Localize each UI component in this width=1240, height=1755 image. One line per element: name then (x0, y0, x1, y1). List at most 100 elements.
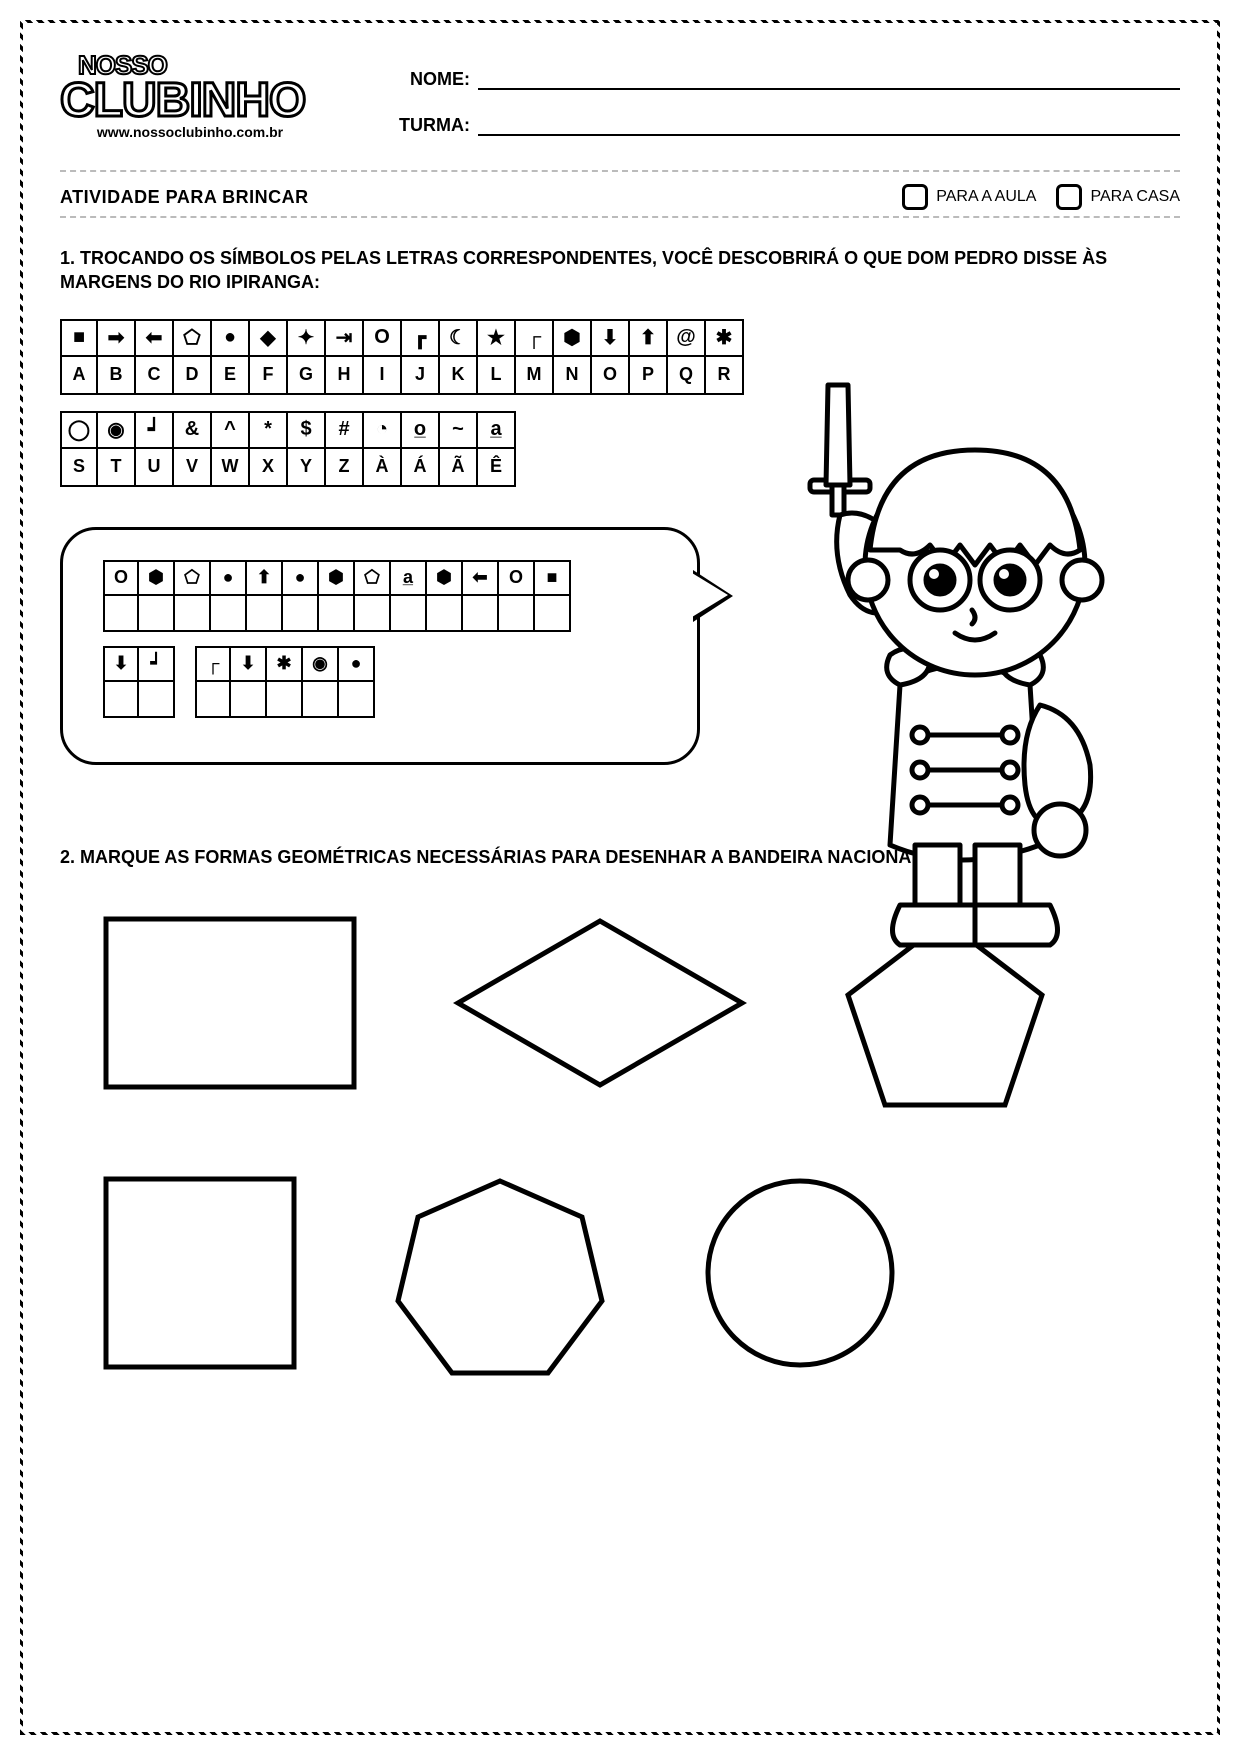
answer-symbol: ● (283, 560, 319, 596)
symbol-cell: ◉ (98, 411, 136, 449)
letter-cell: Á (402, 449, 440, 487)
symbol-cell: ✱ (706, 319, 744, 357)
symbol-cell: ★ (478, 319, 516, 357)
letter-cell: U (136, 449, 174, 487)
symbol-cell: ┙ (136, 411, 174, 449)
letter-cell: Q (668, 357, 706, 395)
symbol-cell: ● (212, 319, 250, 357)
shape-rectangle[interactable] (100, 913, 360, 1093)
answer-row-2[interactable]: ⬇┙┌⬇✱◉● (103, 646, 669, 718)
check-homework[interactable]: PARA CASA (1056, 184, 1180, 210)
answer-blank[interactable] (195, 682, 231, 718)
key-column: ⬠D (174, 319, 212, 395)
key-column: o̲Á (402, 411, 440, 487)
answer-blank[interactable] (303, 682, 339, 718)
answer-column[interactable]: ■ (535, 560, 571, 632)
speech-bubble: O⬢⬠●⬆●⬢⬠a̲⬢⬅O■ ⬇┙┌⬇✱◉● (60, 527, 700, 765)
letter-cell: H (326, 357, 364, 395)
name-line[interactable] (478, 68, 1180, 90)
answer-blank[interactable] (211, 596, 247, 632)
answer-column[interactable]: ⬢ (139, 560, 175, 632)
symbol-cell: o̲ (402, 411, 440, 449)
key-column: OI (364, 319, 402, 395)
answer-blank[interactable] (339, 682, 375, 718)
answer-column[interactable]: ⬇ (231, 646, 267, 718)
shape-circle[interactable] (700, 1173, 900, 1373)
answer-blank[interactable] (499, 596, 535, 632)
banner-title: ATIVIDADE PARA BRINCAR (60, 187, 309, 208)
answer-blank[interactable] (427, 596, 463, 632)
answer-blank[interactable] (391, 596, 427, 632)
answer-symbol: ┌ (195, 646, 231, 682)
answer-column[interactable]: ⬇ (103, 646, 139, 718)
answer-column[interactable]: ⬢ (319, 560, 355, 632)
key-column: ★L (478, 319, 516, 395)
answer-blank[interactable] (267, 682, 303, 718)
key-column: ^W (212, 411, 250, 487)
key-column: ⬇O (592, 319, 630, 395)
answer-blank[interactable] (535, 596, 571, 632)
check-classroom[interactable]: PARA A AULA (902, 184, 1036, 210)
logo: NOSSO CLUBINHO www.nossoclubinho.com.br (60, 50, 320, 140)
class-line[interactable] (478, 114, 1180, 136)
answer-column[interactable]: ⬠ (175, 560, 211, 632)
answer-blank[interactable] (139, 682, 175, 718)
answer-column[interactable]: O (499, 560, 535, 632)
letter-cell: F (250, 357, 288, 395)
letter-cell: A (60, 357, 98, 395)
name-field[interactable]: NOME: (360, 68, 1180, 90)
logo-line2: CLUBINHO (60, 81, 320, 122)
class-field[interactable]: TURMA: (360, 114, 1180, 136)
check-label-2: PARA CASA (1090, 188, 1180, 206)
answer-blank[interactable] (103, 596, 139, 632)
answer-symbol: ┙ (139, 646, 175, 682)
answer-column[interactable]: ⬢ (427, 560, 463, 632)
shape-diamond[interactable] (450, 913, 750, 1093)
answer-symbol: ⬢ (319, 560, 355, 596)
answer-column[interactable]: ● (283, 560, 319, 632)
answer-column[interactable]: ⬠ (355, 560, 391, 632)
answer-symbol: ⬇ (103, 646, 139, 682)
answer-blank[interactable] (103, 682, 139, 718)
answer-row-1[interactable]: O⬢⬠●⬆●⬢⬠a̲⬢⬅O■ (103, 560, 669, 632)
answer-blank[interactable] (319, 596, 355, 632)
answer-column[interactable]: ● (339, 646, 375, 718)
answer-blank[interactable] (463, 596, 499, 632)
answer-symbol: ⬢ (139, 560, 175, 596)
answer-symbol: ■ (535, 560, 571, 596)
dom-pedro-illustration (750, 365, 1170, 970)
answer-blank[interactable] (355, 596, 391, 632)
checkbox-icon[interactable] (902, 184, 928, 210)
answer-symbol: ⬇ (231, 646, 267, 682)
answer-blank[interactable] (139, 596, 175, 632)
answer-column[interactable]: ┌ (195, 646, 231, 718)
symbol-cell: ✦ (288, 319, 326, 357)
symbol-cell: ➡ (98, 319, 136, 357)
answer-column[interactable]: ⬆ (247, 560, 283, 632)
shape-heptagon[interactable] (390, 1173, 610, 1383)
answer-blank[interactable] (231, 682, 267, 718)
symbol-cell: & (174, 411, 212, 449)
answer-column[interactable]: a̲ (391, 560, 427, 632)
answer-column[interactable]: ● (211, 560, 247, 632)
answer-blank[interactable] (283, 596, 319, 632)
key-column: ┏J (402, 319, 440, 395)
answer-symbol: ⬆ (247, 560, 283, 596)
answer-blank[interactable] (175, 596, 211, 632)
letter-cell: X (250, 449, 288, 487)
answer-symbol: ⬠ (355, 560, 391, 596)
answer-column[interactable]: O (103, 560, 139, 632)
answer-column[interactable]: ✱ (267, 646, 303, 718)
answer-blank[interactable] (247, 596, 283, 632)
letter-cell: R (706, 357, 744, 395)
symbol-cell: ┌ (516, 319, 554, 357)
symbol-cell: ⬅ (136, 319, 174, 357)
answer-column[interactable]: ⬅ (463, 560, 499, 632)
checkbox-icon[interactable] (1056, 184, 1082, 210)
letter-cell: O (592, 357, 630, 395)
answer-column[interactable]: ┙ (139, 646, 175, 718)
answer-column[interactable]: ◉ (303, 646, 339, 718)
shape-square[interactable] (100, 1173, 300, 1373)
key-column: ⬅C (136, 319, 174, 395)
symbol-cell: a̲ (478, 411, 516, 449)
